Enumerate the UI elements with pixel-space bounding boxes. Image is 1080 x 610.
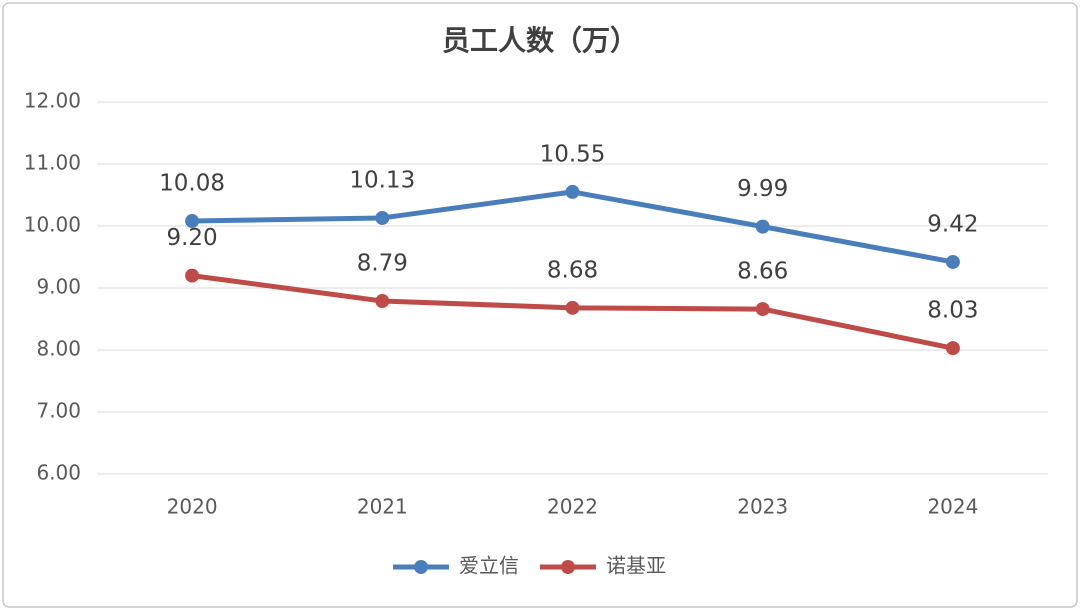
point: [755, 219, 770, 234]
data-label: 10.55: [540, 141, 606, 167]
point: [375, 294, 390, 309]
x-tick-label: 2021: [357, 495, 408, 519]
y-tick-label: 8.00: [36, 337, 81, 361]
data-label: 8.66: [737, 259, 788, 285]
data-label: 10.13: [349, 167, 415, 193]
point: [565, 184, 580, 199]
y-tick-label: 10.00: [24, 213, 81, 237]
y-tick-label: 12.00: [24, 89, 81, 113]
legend-marker: [561, 560, 575, 574]
point: [375, 210, 390, 225]
legend-label: 诺基亚: [606, 554, 666, 578]
legend-label: 爱立信: [459, 554, 519, 578]
legend-marker: [414, 560, 428, 574]
data-label: 9.99: [737, 176, 788, 202]
x-tick-label: 2020: [167, 495, 218, 519]
y-tick-label: 6.00: [36, 461, 81, 485]
x-tick-label: 2023: [737, 495, 788, 519]
point: [945, 341, 960, 356]
data-label: 9.20: [166, 225, 217, 251]
point: [185, 268, 200, 283]
data-label: 10.08: [159, 171, 225, 197]
x-tick-label: 2024: [927, 495, 978, 519]
data-label: 8.79: [357, 251, 408, 277]
point: [185, 214, 200, 229]
chart-title: 员工人数（万）: [442, 24, 638, 57]
y-tick-label: 9.00: [36, 275, 81, 299]
point: [565, 300, 580, 315]
data-label: 8.68: [547, 257, 598, 283]
data-label: 8.03: [927, 298, 978, 324]
point: [945, 254, 960, 269]
y-tick-label: 7.00: [36, 399, 81, 423]
data-label: 9.42: [927, 211, 978, 237]
point: [755, 302, 770, 317]
x-tick-label: 2022: [547, 495, 598, 519]
y-tick-label: 11.00: [24, 151, 81, 175]
